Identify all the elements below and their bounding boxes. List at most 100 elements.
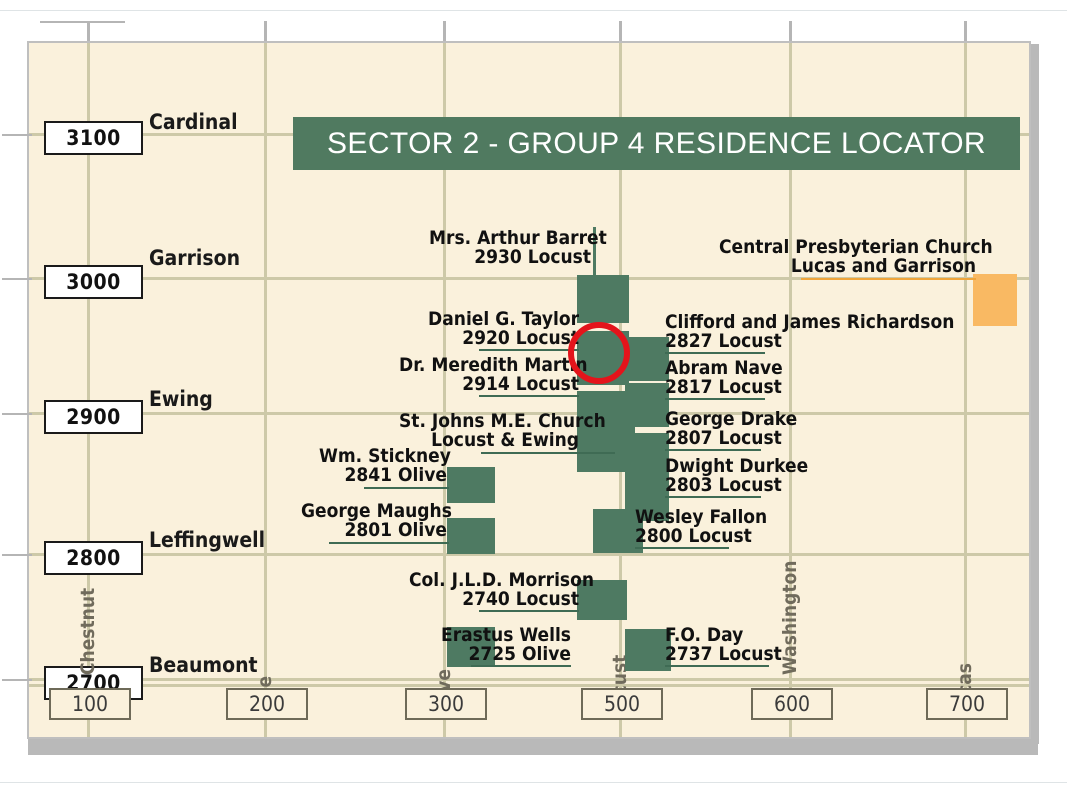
avenue-number-3100: 3100 (66, 126, 121, 150)
grid-stub-locust (619, 21, 622, 43)
building-2737-locust (625, 629, 671, 671)
panel-shadow-bottom (28, 738, 1038, 755)
residence-label-2930-locust: Mrs. Arthur Barret 2930 Locust (429, 227, 607, 269)
avenue-number-2900: 2900 (66, 405, 121, 429)
residence-label-2737-locust: F.O. Day 2737 Locust (665, 624, 782, 666)
residence-address: 2801 Olive (344, 519, 448, 542)
residence-name: Erastus Wells (441, 624, 571, 646)
residence-label-2725-olive: Erastus Wells 2725 Olive (427, 624, 572, 666)
page-bottom-rule (0, 782, 1067, 783)
residence-name: Dwight Durkee (665, 455, 809, 477)
grid-stub-pine (264, 21, 267, 43)
panel-shadow-right (1030, 44, 1039, 744)
building-2740-locust (577, 580, 627, 620)
street-name-chestnut: Chestnut (77, 587, 99, 675)
grid-bleed-garrison (2, 278, 32, 280)
block-plaque-500: 500 (581, 688, 663, 720)
avenue-plaque-2800: 2800 (44, 541, 143, 575)
leader-2801-olive (329, 542, 449, 544)
highlight-circle-marker (568, 322, 630, 384)
block-number-200: 200 (248, 692, 286, 716)
residence-label-2800-locust: Wesley Fallon 2800 Locust (635, 506, 768, 548)
leader-2841-olive (364, 487, 449, 489)
street-name-beaumont: Beaumont (149, 653, 258, 677)
residence-name: George Drake (665, 408, 798, 430)
residence-address: 2817 Locust (665, 376, 782, 399)
grid-bleed-ewing (2, 413, 32, 415)
residence-address: 2930 Locust (474, 246, 591, 269)
grid-stub-washington (789, 21, 792, 43)
grid-stub-chestnut (87, 21, 90, 43)
block-plaque-700: 700 (926, 688, 1008, 720)
leader-2817-locust (665, 398, 765, 400)
avenue-number-2800: 2800 (66, 546, 121, 570)
residence-address: Locust & Ewing (431, 429, 579, 452)
building-central-presbyterian-church (973, 274, 1017, 326)
residence-address: 2914 Locust (462, 373, 579, 396)
residence-label-central-presbyterian-church: Central Presbyterian Church Lucas and Ga… (719, 237, 993, 278)
page-top-rule (0, 10, 1067, 11)
residence-name: Daniel G. Taylor (428, 308, 579, 330)
building-2930-locust (577, 275, 629, 323)
street-name-ewing: Ewing (149, 387, 213, 411)
leader-2914-locust (479, 395, 579, 397)
leader-2803-locust (665, 496, 761, 498)
building-2827-locust (625, 337, 669, 381)
block-number-300: 300 (427, 692, 465, 716)
block-plaque-300: 300 (405, 688, 487, 720)
residence-address: 2827 Locust (665, 330, 782, 353)
grid-stub-top (40, 21, 125, 23)
block-number-500: 500 (603, 692, 641, 716)
leader-2800-locust (635, 547, 729, 549)
leader-barret (593, 227, 596, 275)
residence-label-2801-olive: George Maughs 2801 Olive (301, 501, 452, 542)
building-2801-olive (447, 518, 495, 554)
building-2817-locust (625, 383, 669, 427)
street-name-cardinal: Cardinal (149, 110, 238, 134)
residence-address: 2807 Locust (665, 427, 782, 450)
leader-2740-locust (479, 610, 579, 612)
leader-2725-olive (471, 665, 571, 667)
residence-label-2914-locust: Dr. Meredith Martin 2914 Locust (399, 354, 588, 396)
residence-address: 2725 Olive (468, 643, 572, 666)
residence-address: 2920 Locust (462, 327, 579, 350)
street-line-garrison (29, 277, 1029, 280)
leader-2827-locust (665, 352, 765, 354)
grid-bleed-beaumont (2, 679, 32, 681)
street-line-ewing (29, 412, 1029, 415)
residence-name: St. Johns M.E. Church (399, 410, 606, 432)
residence-name: Wesley Fallon (635, 506, 768, 528)
residence-name: Wm. Stickney (319, 445, 451, 467)
avenue-plaque-3100: 3100 (44, 121, 143, 155)
residence-name: Dr. Meredith Martin (399, 354, 588, 376)
residence-label-2841-olive: Wm. Stickney 2841 Olive (319, 445, 451, 486)
leader-central-presbyterian-church (801, 278, 976, 280)
residence-name: Col. J.L.D. Morrison (409, 569, 595, 591)
block-plaque-200: 200 (226, 688, 308, 720)
avenue-plaque-2900: 2900 (44, 400, 143, 434)
residence-name: F.O. Day (665, 624, 744, 646)
residence-address: Lucas and Garrison (790, 255, 976, 278)
grid-bleed-leffingwell (2, 554, 32, 556)
leader-st-johns-church (481, 452, 615, 454)
grid-bleed-cardinal (2, 134, 32, 136)
street-line-washington (789, 43, 792, 737)
block-number-100: 100 (71, 692, 109, 716)
grid-stub-olive (443, 21, 446, 43)
street-line-lucas (964, 43, 967, 737)
building-2800-locust (593, 509, 643, 553)
residence-address: 2800 Locust (635, 525, 752, 548)
residence-address: 2737 Locust (665, 643, 782, 666)
residence-name: Clifford and James Richardson (665, 311, 955, 333)
building-2725-olive (447, 627, 495, 667)
leader-2807-locust (665, 449, 761, 451)
street-line-olive (443, 43, 446, 737)
building-2807-locust (625, 433, 669, 477)
street-line-locust (619, 43, 622, 737)
residence-label-2803-locust: Dwight Durkee 2803 Locust (665, 455, 809, 496)
street-line-leffingwell (29, 553, 1029, 556)
residence-label-2827-locust: Clifford and James Richardson 2827 Locus… (665, 311, 955, 353)
building-2841-olive (447, 467, 495, 503)
residence-name: Mrs. Arthur Barret (429, 227, 607, 249)
